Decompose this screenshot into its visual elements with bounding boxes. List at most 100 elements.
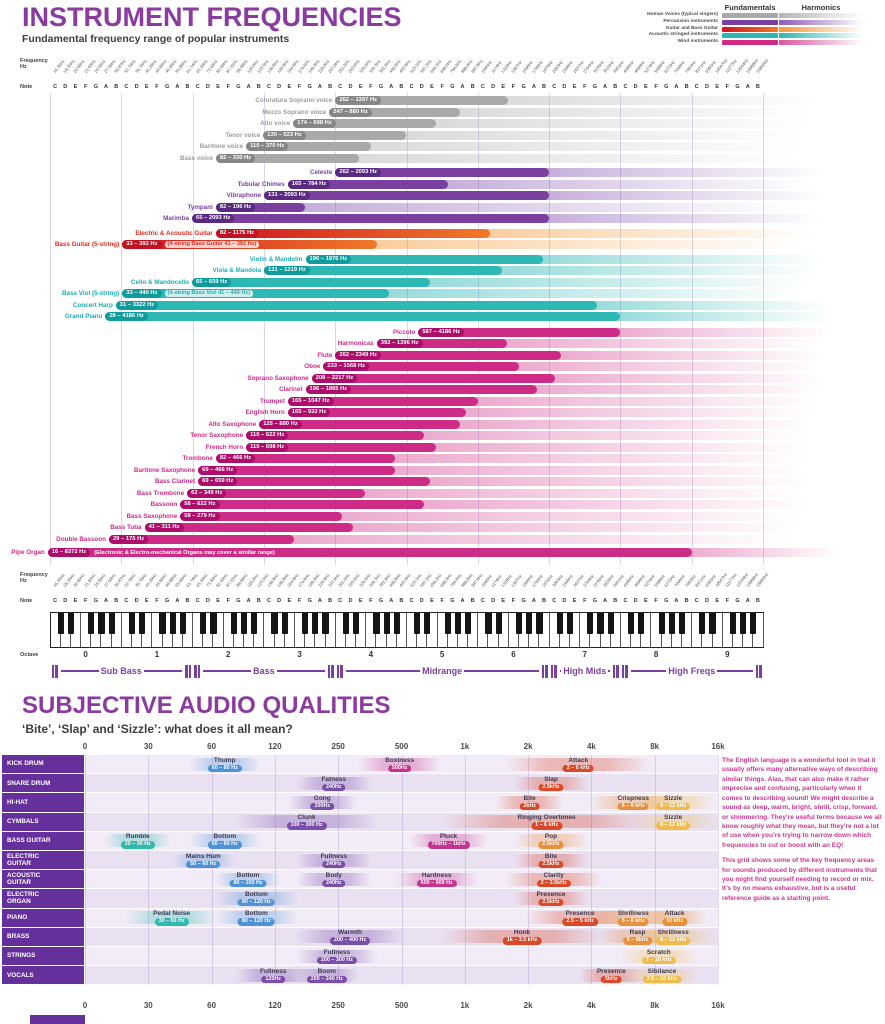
axis-note-letter: D: [562, 84, 567, 90]
axis-tick-top: 0: [82, 742, 88, 751]
axis-note-letter: B: [470, 598, 475, 604]
legend-harmonic-swatch: [779, 19, 863, 25]
axis-note-letter: E: [216, 84, 220, 90]
chip-label: Attack: [568, 756, 589, 764]
frequency-band-bracket: Bass: [194, 664, 334, 678]
instrument-bar: 33 – 440 Hz (4-string Bass Viol 41 – 440 …: [122, 289, 389, 298]
black-key: [139, 613, 146, 634]
axis-note-letter: E: [287, 84, 292, 90]
axis-note-letter: D: [348, 84, 353, 90]
black-key: [230, 613, 237, 634]
row-label: ELECTRIC GUITAR: [2, 851, 84, 870]
axis-note-letter: E: [430, 598, 434, 604]
axis-note-label: Note: [20, 84, 33, 90]
frequency-range-pill: 62 – 349 Hz: [187, 488, 227, 498]
grid-line: [718, 755, 719, 986]
octave-gridline: [335, 93, 337, 565]
instrument-bar: 82 – 330 Hz: [215, 153, 360, 163]
instrument-bar: 69 – 659 Hz: [198, 477, 431, 486]
black-key: [108, 613, 115, 634]
octave-number: 9: [725, 650, 730, 659]
grid-row-stripe: [85, 947, 718, 967]
bracket-cap: [336, 664, 340, 678]
axis-note-letter: D: [63, 84, 68, 90]
note-paragraph-2: This grid shows some of the key frequenc…: [722, 857, 877, 902]
harmonics-band: [484, 228, 862, 238]
white-key: [641, 613, 652, 647]
axis-tick-top: 250: [331, 742, 345, 751]
black-key: [740, 613, 747, 634]
chip-glow: [214, 891, 298, 906]
axis-note-letter: C: [53, 84, 58, 90]
chip-value-pill: 10 kHz: [662, 918, 688, 926]
black-key: [159, 613, 166, 634]
axis-note-letter: D: [704, 598, 709, 604]
axis-note-letter: A: [603, 598, 608, 604]
instrument-bar: 82 – 466 Hz: [215, 454, 395, 463]
axis-tick-top: 120: [268, 742, 282, 751]
instrument-bar: 165 – 932 Hz: [287, 408, 466, 417]
chip-label: Presence: [596, 967, 626, 975]
chip-glow: [295, 776, 372, 790]
axis-note-letter: B: [114, 598, 119, 604]
axis-note-letter: D: [491, 598, 496, 604]
instrument-label: Bass Clarinet: [154, 478, 196, 485]
axis-note-letter: F: [583, 84, 587, 90]
chip-label: Thump: [213, 756, 236, 764]
white-key: [397, 613, 407, 647]
black-key: [67, 613, 74, 634]
black-key: [536, 613, 543, 634]
chip-value-pill: 200 – 400 Hz: [329, 937, 371, 945]
bracket-line: [608, 669, 610, 673]
chip-glow: [631, 815, 715, 829]
instrument-label: Trombone: [182, 455, 213, 462]
harmonics-band: [431, 442, 862, 452]
chip-value-pill: 80 – 120 Hz: [237, 898, 275, 907]
black-key: [750, 613, 757, 634]
axis-note-letter: D: [348, 598, 353, 604]
axis-note-letter: D: [419, 598, 424, 604]
white-key: [356, 613, 367, 647]
instrument-bar: 31 – 3322 Hz: [115, 300, 597, 310]
instrument-label: Bass Saxophone: [126, 512, 178, 520]
axis-note-letter: G: [236, 84, 241, 90]
instrument-bar: 65 – 2093 Hz: [191, 214, 550, 223]
chip-value-pill: 240Hz: [321, 860, 346, 868]
harmonics-band: [502, 96, 862, 105]
chip-glow: [235, 968, 312, 982]
cutoff-element: [30, 1015, 85, 1024]
chip-value-pill: 2 – 6 kHz: [562, 764, 594, 772]
instrument-note: (Electronic & Electro-mechanical Organs …: [94, 549, 275, 556]
axis-note-letter: D: [633, 84, 638, 90]
harmonics-band: [371, 240, 862, 249]
axis-note-letter: D: [134, 84, 139, 90]
chip-value-pill: 200 – 300 Hz: [316, 956, 357, 964]
legend-item-label: Guitar and Bass Guitar: [665, 25, 718, 31]
row-label: ACOUSTIC GUITAR: [2, 870, 84, 889]
axis-note-letter: C: [124, 598, 129, 604]
axis-note-letter: G: [307, 598, 312, 604]
bracket-cap: [616, 664, 619, 678]
axis-note-letter: B: [613, 84, 618, 90]
axis-tick-top: 1k: [460, 742, 470, 751]
chip-glow: [358, 757, 442, 771]
explanatory-note: The English language is a wonderful tool…: [722, 756, 882, 903]
harmonics-band: [591, 300, 862, 310]
bracket-line: [345, 669, 421, 673]
chip-value-pill: 8 – 12 kHz: [656, 802, 691, 811]
chip-value-pill: 700Hz – 1kHz: [427, 841, 470, 849]
instrument-label: Trumpet: [259, 397, 285, 405]
axis-note-letter: B: [399, 598, 404, 604]
chip-glow: [395, 872, 479, 886]
axis-tick-top: 16k: [711, 742, 725, 751]
white-key: [611, 613, 621, 647]
axis-note-letter: A: [317, 598, 322, 604]
chip-label: Mains Hum: [185, 852, 221, 860]
frequency-range-pill: 69 – 659 Hz: [198, 477, 238, 486]
grid-line: [654, 755, 656, 986]
chip-glow: [188, 834, 261, 848]
instrument-label: Baritone Saxophone: [133, 466, 196, 474]
frequency-range-pill: 233 – 1568 Hz: [323, 362, 369, 371]
page-title: INSTRUMENT FREQUENCIES: [22, 2, 402, 32]
legend-item-label: Wind instruments: [677, 39, 718, 45]
